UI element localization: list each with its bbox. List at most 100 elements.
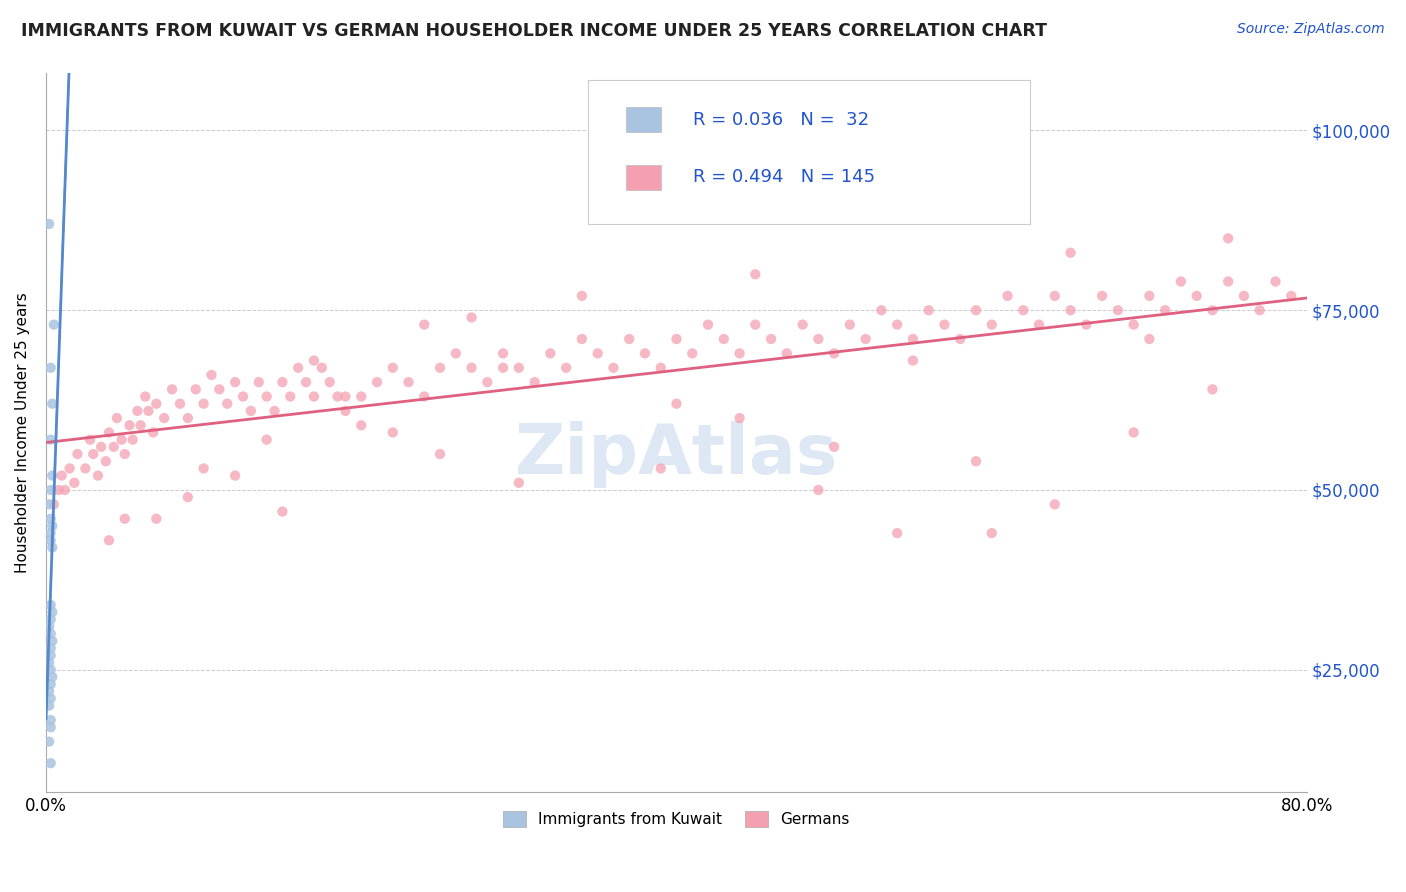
- Point: [807, 483, 830, 497]
- Point: [1091, 289, 1114, 303]
- Point: [142, 425, 165, 440]
- Point: [650, 461, 672, 475]
- Point: [460, 310, 482, 325]
- Point: [1185, 289, 1208, 303]
- Point: [138, 404, 160, 418]
- Point: [934, 318, 956, 332]
- Point: [39, 720, 62, 734]
- Point: [901, 332, 924, 346]
- Point: [98, 533, 121, 548]
- Point: [965, 454, 987, 468]
- Point: [41, 634, 63, 648]
- Point: [744, 318, 766, 332]
- FancyBboxPatch shape: [626, 107, 661, 132]
- Point: [39, 641, 62, 656]
- Point: [39, 713, 62, 727]
- Point: [129, 418, 152, 433]
- Point: [224, 468, 246, 483]
- Point: [823, 440, 845, 454]
- Point: [1107, 303, 1129, 318]
- Point: [66, 447, 89, 461]
- Point: [398, 375, 420, 389]
- Point: [1218, 275, 1240, 289]
- Point: [326, 390, 349, 404]
- Point: [39, 627, 62, 641]
- Point: [51, 468, 73, 483]
- Point: [247, 375, 270, 389]
- Point: [886, 526, 908, 541]
- Point: [602, 360, 624, 375]
- Point: [538, 346, 561, 360]
- Point: [82, 447, 104, 461]
- Point: [1137, 332, 1160, 346]
- Point: [145, 512, 167, 526]
- Point: [792, 318, 814, 332]
- Point: [39, 526, 62, 541]
- Point: [145, 397, 167, 411]
- Point: [42, 318, 65, 332]
- Point: [177, 490, 200, 504]
- Point: [1233, 289, 1256, 303]
- Point: [523, 375, 546, 389]
- Point: [39, 483, 62, 497]
- Point: [38, 734, 60, 748]
- Point: [41, 468, 63, 483]
- Point: [38, 497, 60, 511]
- Text: Source: ZipAtlas.com: Source: ZipAtlas.com: [1237, 22, 1385, 37]
- Point: [39, 648, 62, 663]
- Point: [193, 461, 215, 475]
- Point: [177, 411, 200, 425]
- Point: [697, 318, 720, 332]
- Point: [41, 670, 63, 684]
- Point: [98, 425, 121, 440]
- Point: [492, 346, 515, 360]
- Point: [232, 390, 254, 404]
- Point: [886, 318, 908, 332]
- Point: [39, 598, 62, 612]
- Point: [901, 353, 924, 368]
- Point: [39, 433, 62, 447]
- Point: [75, 461, 97, 475]
- Point: [776, 346, 799, 360]
- Point: [153, 411, 176, 425]
- Point: [1201, 382, 1223, 396]
- Point: [239, 404, 262, 418]
- Point: [444, 346, 467, 360]
- Point: [39, 691, 62, 706]
- Text: ZipAtlas: ZipAtlas: [515, 420, 838, 488]
- Point: [169, 397, 191, 411]
- Point: [713, 332, 735, 346]
- Point: [134, 390, 156, 404]
- Point: [302, 390, 325, 404]
- Point: [39, 663, 62, 677]
- Point: [41, 397, 63, 411]
- Point: [41, 519, 63, 533]
- Point: [278, 390, 301, 404]
- Point: [111, 433, 134, 447]
- Point: [980, 526, 1002, 541]
- Point: [807, 332, 830, 346]
- Point: [870, 303, 893, 318]
- Point: [271, 375, 294, 389]
- Point: [429, 447, 451, 461]
- Point: [311, 360, 333, 375]
- Point: [224, 375, 246, 389]
- Point: [744, 268, 766, 282]
- Point: [38, 656, 60, 670]
- Text: R = 0.036   N =  32: R = 0.036 N = 32: [693, 111, 869, 128]
- FancyBboxPatch shape: [588, 80, 1029, 224]
- Point: [413, 390, 436, 404]
- Point: [114, 512, 136, 526]
- Point: [728, 411, 751, 425]
- Point: [295, 375, 318, 389]
- Point: [571, 332, 593, 346]
- Point: [381, 360, 404, 375]
- Point: [118, 418, 141, 433]
- Legend: Immigrants from Kuwait, Germans: Immigrants from Kuwait, Germans: [495, 804, 858, 835]
- Point: [41, 605, 63, 619]
- Text: IMMIGRANTS FROM KUWAIT VS GERMAN HOUSEHOLDER INCOME UNDER 25 YEARS CORRELATION C: IMMIGRANTS FROM KUWAIT VS GERMAN HOUSEHO…: [21, 22, 1047, 40]
- Point: [94, 454, 117, 468]
- Point: [335, 390, 357, 404]
- Point: [53, 483, 76, 497]
- Point: [1059, 245, 1081, 260]
